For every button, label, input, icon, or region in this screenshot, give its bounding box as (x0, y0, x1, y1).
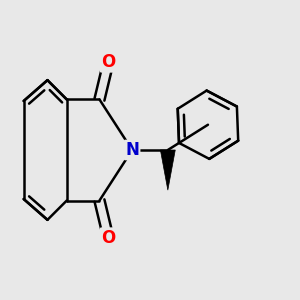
Polygon shape (160, 150, 175, 190)
Text: N: N (125, 141, 139, 159)
Text: O: O (101, 53, 116, 71)
Text: O: O (101, 229, 116, 247)
